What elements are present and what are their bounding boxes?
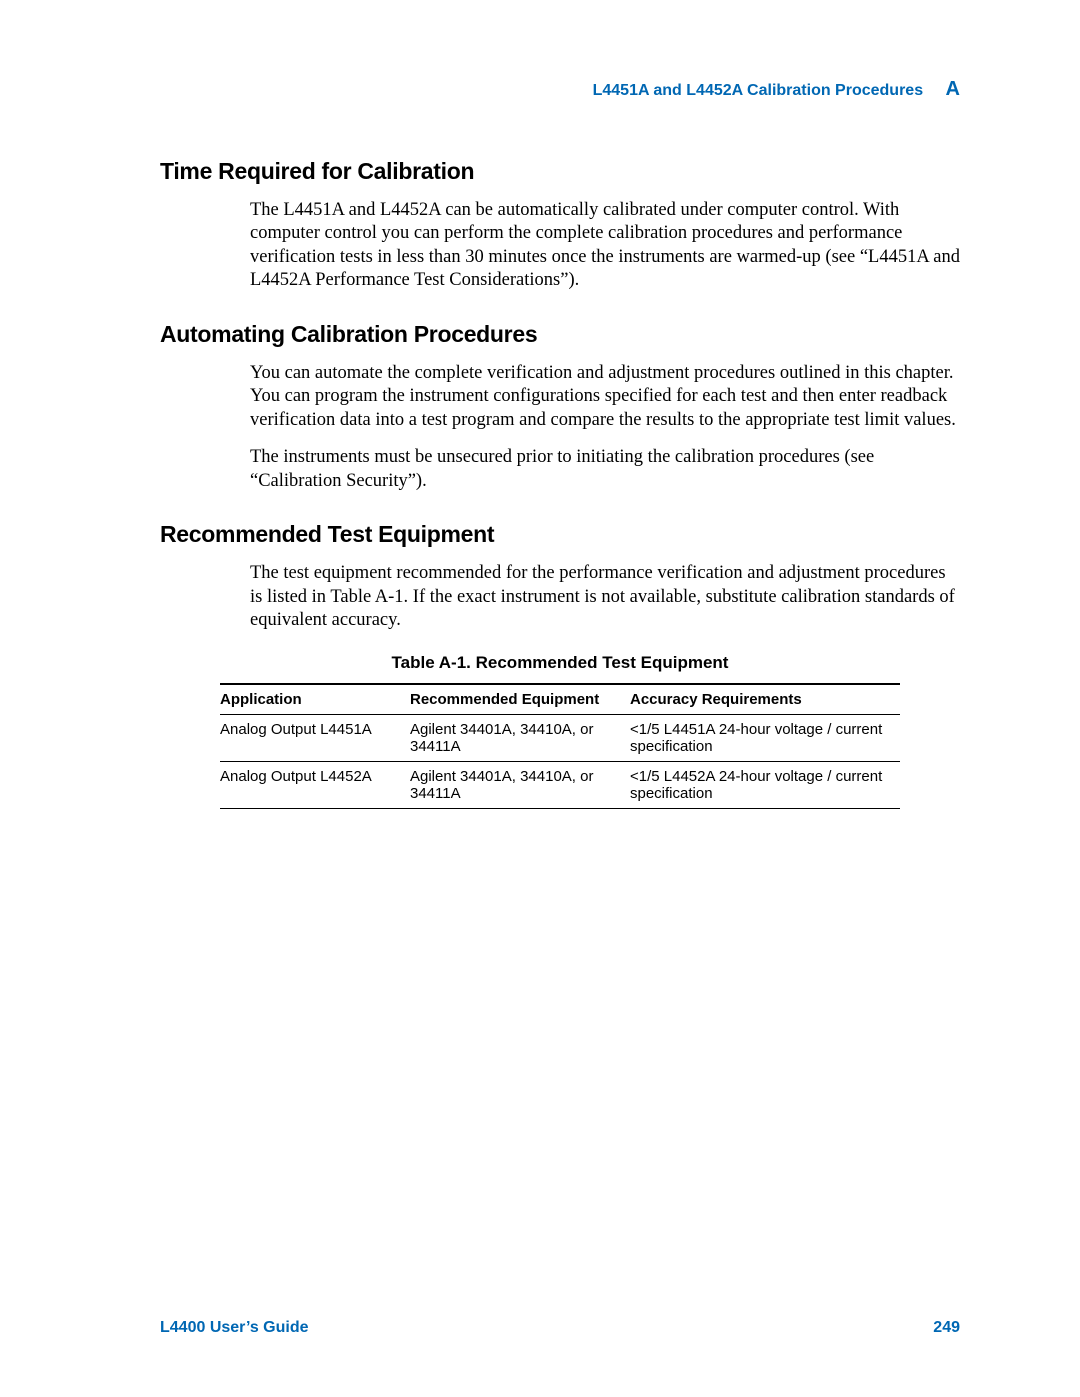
page-footer: L4400 User’s Guide 249 (160, 1319, 960, 1337)
cell-accuracy: <1/5 L4451A 24-hour voltage / current sp… (630, 714, 900, 761)
running-title: L4451A and L4452A Calibration Procedures (593, 82, 923, 99)
footer-guide-name: L4400 User’s Guide (160, 1319, 309, 1337)
body-equipment: The test equipment recommended for the p… (250, 562, 960, 632)
running-header: L4451A and L4452A Calibration Procedures… (593, 78, 960, 101)
body-automating: You can automate the complete verificati… (250, 362, 960, 493)
document-page: L4451A and L4452A Calibration Procedures… (0, 0, 1080, 1397)
paragraph: The test equipment recommended for the p… (250, 562, 960, 632)
footer-page-number: 249 (933, 1319, 960, 1337)
paragraph: The instruments must be unsecured prior … (250, 446, 960, 493)
cell-equipment: Agilent 34401A, 34410A, or 34411A (410, 761, 630, 808)
table-header-row: Application Recommended Equipment Accura… (220, 684, 900, 715)
body-time-required: The L4451A and L4452A can be automatical… (250, 199, 960, 293)
heading-equipment: Recommended Test Equipment (160, 521, 960, 548)
cell-accuracy: <1/5 L4452A 24-hour voltage / current sp… (630, 761, 900, 808)
paragraph: The L4451A and L4452A can be automatical… (250, 199, 960, 293)
page-content: Time Required for Calibration The L4451A… (160, 158, 960, 809)
appendix-letter: A (946, 78, 960, 100)
col-header-application: Application (220, 684, 410, 715)
cell-equipment: Agilent 34401A, 34410A, or 34411A (410, 714, 630, 761)
table-caption: Table A-1. Recommended Test Equipment (160, 653, 960, 673)
heading-automating: Automating Calibration Procedures (160, 321, 960, 348)
table-row: Analog Output L4451A Agilent 34401A, 344… (220, 714, 900, 761)
heading-time-required: Time Required for Calibration (160, 158, 960, 185)
col-header-equipment: Recommended Equipment (410, 684, 630, 715)
paragraph: You can automate the complete verificati… (250, 362, 960, 432)
table-row: Analog Output L4452A Agilent 34401A, 344… (220, 761, 900, 808)
col-header-accuracy: Accuracy Requirements (630, 684, 900, 715)
cell-application: Analog Output L4451A (220, 714, 410, 761)
equipment-table: Application Recommended Equipment Accura… (220, 683, 900, 809)
cell-application: Analog Output L4452A (220, 761, 410, 808)
